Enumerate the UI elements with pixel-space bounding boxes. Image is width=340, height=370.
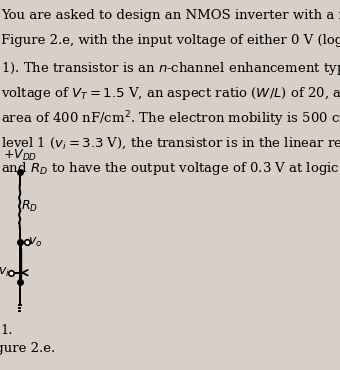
Text: 1). The transistor is an $n$-channel enhancement type MOSFET with a threshold: 1). The transistor is an $n$-channel enh… <box>1 60 340 77</box>
Text: area of 400 nF/cm$^2$. The electron mobility is 500 cm$^2$/Vs. When the input is: area of 400 nF/cm$^2$. The electron mobi… <box>1 110 340 130</box>
Text: You are asked to design an NMOS inverter with a resistive load, as shown in: You are asked to design an NMOS inverter… <box>1 9 340 22</box>
Text: $R_D$: $R_D$ <box>21 199 38 214</box>
Text: level 1 ($v_i = 3.3$ V), the transistor is in the linear region. Find the values: level 1 ($v_i = 3.3$ V), the transistor … <box>1 135 340 152</box>
Text: 1.: 1. <box>1 324 13 337</box>
Text: and $R_D$ to have the output voltage of 0.3 V at logic level 0 and 3.3 V at logi: and $R_D$ to have the output voltage of … <box>1 160 340 177</box>
Text: Figure 2.e, with the input voltage of either 0 V (logic level 0) or 3.3 V (logic: Figure 2.e, with the input voltage of ei… <box>1 34 340 47</box>
Text: $v_o$: $v_o$ <box>28 236 42 249</box>
Text: voltage of $V_T = 1.5$ V, an aspect ratio ($W/L$) of 20, and a gate capacitor pe: voltage of $V_T = 1.5$ V, an aspect rati… <box>1 85 340 102</box>
Text: Figure 2.e.: Figure 2.e. <box>0 342 55 355</box>
Text: $+V_{DD}$: $+V_{DD}$ <box>3 148 37 163</box>
Text: $v_i$: $v_i$ <box>0 266 10 279</box>
